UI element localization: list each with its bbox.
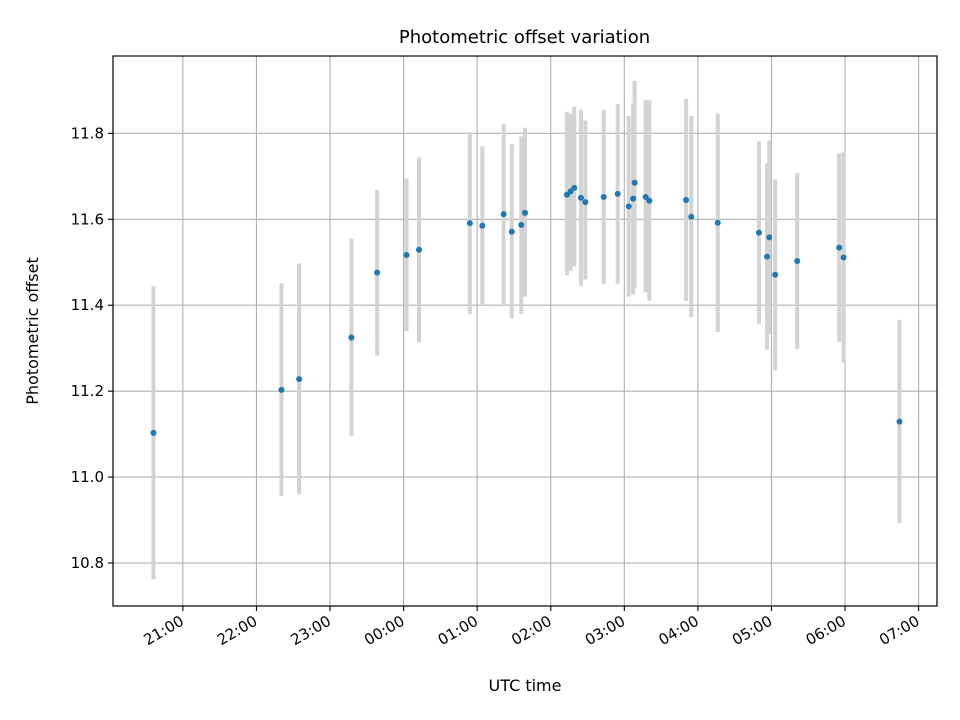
data-point — [522, 209, 528, 216]
x-tick-label: 22:00 — [214, 612, 260, 649]
data-point — [714, 219, 721, 226]
x-tick-label: 01:00 — [435, 612, 481, 649]
x-axis: 21:00 22:00 23:00 00:00 01:00 02:00 03:00 04:00… — [140, 606, 923, 649]
data-point — [642, 193, 649, 200]
data-point — [794, 257, 801, 264]
x-axis-label: UTC time — [489, 676, 562, 695]
y-tick-label: 11.2 — [71, 382, 104, 400]
x-tick-label: 07:00 — [876, 612, 922, 649]
data-point — [416, 246, 423, 253]
chart-title: Photometric offset variation — [399, 27, 650, 48]
y-tick-label: 11.4 — [71, 296, 104, 314]
data-point — [466, 220, 473, 227]
data-point — [374, 269, 381, 276]
data-point — [836, 244, 843, 251]
x-tick-label: 00:00 — [361, 612, 407, 649]
data-point — [278, 386, 285, 393]
data-point — [296, 376, 303, 383]
data-point — [348, 334, 355, 341]
y-tick-label: 11.8 — [71, 124, 104, 142]
data-point — [500, 211, 507, 218]
y-tick-label: 10.8 — [71, 554, 104, 572]
y-axis-label: Photometric offset — [23, 257, 42, 405]
data-point — [625, 203, 632, 210]
data-point — [571, 184, 578, 191]
x-tick-label: 06:00 — [803, 612, 849, 649]
data-point — [582, 199, 589, 206]
y-tick-label: 11.0 — [71, 468, 104, 486]
data-point — [896, 418, 903, 425]
data-point — [772, 271, 779, 278]
error-bars — [151, 80, 902, 580]
data-point — [631, 179, 638, 186]
y-axis: 10.8 11.0 11.2 11.4 11.6 11.8 — [71, 124, 113, 572]
data-point — [150, 429, 157, 436]
data-point — [630, 195, 637, 202]
data-point — [518, 221, 525, 228]
x-tick-label: 03:00 — [582, 612, 628, 649]
x-tick-label: 05:00 — [729, 612, 775, 649]
data-point — [840, 254, 847, 261]
x-tick-label: 23:00 — [288, 612, 334, 649]
data-point — [577, 194, 584, 201]
data-point — [764, 253, 771, 260]
data-point — [688, 213, 695, 220]
x-tick-label: 04:00 — [655, 612, 701, 649]
data-point — [614, 190, 621, 197]
data-point — [683, 196, 690, 203]
data-point — [766, 234, 773, 241]
y-tick-label: 11.6 — [71, 210, 104, 228]
data-point — [755, 229, 762, 236]
data-point — [479, 222, 486, 229]
data-points — [150, 179, 903, 436]
data-point — [508, 228, 515, 235]
plot-frame — [112, 55, 938, 607]
x-tick-label: 02:00 — [508, 612, 554, 649]
x-tick-label: 21:00 — [140, 612, 186, 649]
data-point — [403, 251, 410, 258]
data-point — [600, 193, 607, 200]
data-point — [646, 197, 653, 204]
